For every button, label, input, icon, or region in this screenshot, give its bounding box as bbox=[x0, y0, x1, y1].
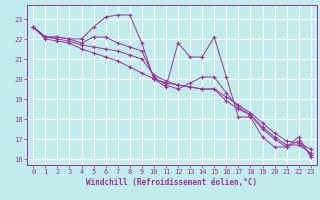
X-axis label: Windchill (Refroidissement éolien,°C): Windchill (Refroidissement éolien,°C) bbox=[86, 178, 258, 187]
